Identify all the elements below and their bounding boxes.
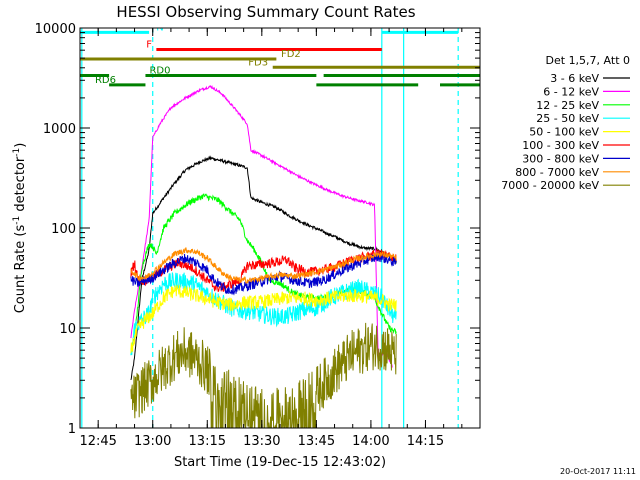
series-line	[130, 193, 397, 351]
x-axis-label: Start Time (19-Dec-15 12:43:02)	[174, 455, 386, 470]
legend-entry-label: 6 - 12 keV	[543, 85, 599, 98]
y-axis-label-end: )	[13, 143, 28, 148]
x-tick-label: 13:00	[134, 434, 171, 449]
series-line	[130, 252, 397, 296]
plot-area: NF FD2 FD3 RD0 RD6	[80, 22, 480, 428]
series-line	[130, 247, 397, 284]
legend-entry-label: 800 - 7000 keV	[515, 166, 599, 179]
y-axis-label-mid: detector	[13, 156, 28, 216]
flag-bar-label: FD2	[281, 49, 301, 60]
series-line	[130, 284, 397, 354]
y-axis-label: Count Rate (s-1 detector-1)	[12, 143, 28, 314]
series-line	[130, 155, 397, 380]
legend-entry-label: 300 - 800 keV	[522, 152, 599, 165]
x-tick-label: 12:45	[79, 434, 116, 449]
y-axis-label-sup1: -1	[12, 216, 22, 225]
y-tick-label: 1000	[43, 122, 76, 137]
chart-title: HESSI Observing Summary Count Rates	[116, 3, 415, 21]
y-tick-label: 10000	[35, 22, 76, 37]
flag-bar-label: RD0	[149, 65, 170, 76]
x-tick-label: 13:30	[243, 434, 280, 449]
flag-bar-label: F	[146, 39, 152, 50]
legend-entry-label: 25 - 50 keV	[536, 112, 599, 125]
legend-header: Det 1,5,7, Att 0	[546, 54, 630, 67]
y-tick-label: 100	[51, 222, 76, 237]
x-tick-label: 13:45	[298, 434, 335, 449]
legend-entry-label: 7000 - 20000 keV	[501, 179, 599, 192]
series-line	[130, 322, 397, 428]
legend-entry-label: 50 - 100 keV	[529, 126, 599, 139]
legend-entry-label: 12 - 25 keV	[536, 99, 599, 112]
y-axis: 1 10 100 1000 10000	[35, 22, 480, 437]
x-tick-label: 14:00	[352, 434, 389, 449]
y-tick-label: 10	[59, 322, 76, 337]
series-line	[130, 84, 393, 368]
plot-frame	[79, 27, 481, 429]
flag-bar-label: FD3	[248, 57, 268, 68]
legend-entry-label: 100 - 300 keV	[522, 139, 599, 152]
x-tick-label: 14:15	[407, 434, 444, 449]
x-axis: 12:45 13:00 13:15 13:30 13:45 14:00 14:15	[79, 28, 481, 449]
timestamp: 20-Oct-2017 11:11	[560, 467, 636, 476]
y-axis-label-main: Count Rate (s	[13, 225, 28, 314]
flag-bar-label: RD6	[95, 75, 116, 86]
y-axis-label-sup2: -1	[12, 148, 22, 157]
legend-entry-label: 3 - 6 keV	[550, 72, 599, 85]
y-tick-label: 1	[68, 422, 76, 437]
x-tick-label: 13:15	[189, 434, 226, 449]
flag-bar-label: N	[156, 22, 163, 33]
